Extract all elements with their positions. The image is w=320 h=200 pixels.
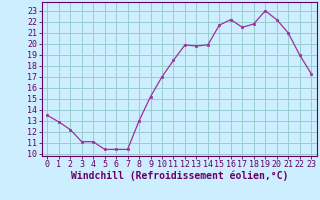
- X-axis label: Windchill (Refroidissement éolien,°C): Windchill (Refroidissement éolien,°C): [70, 171, 288, 181]
